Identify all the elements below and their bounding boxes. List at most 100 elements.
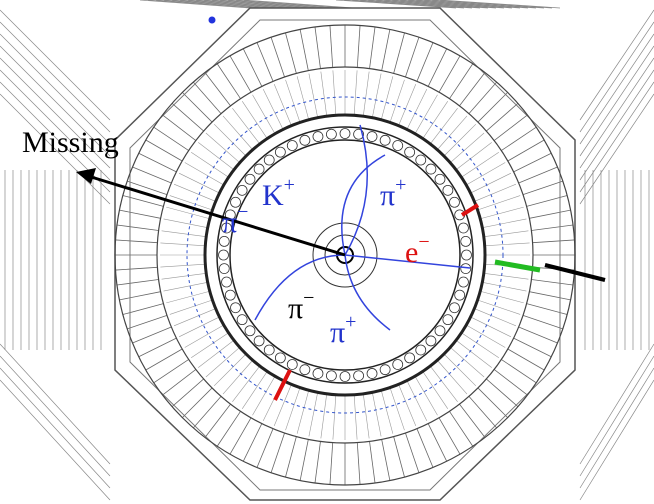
segment <box>450 133 484 163</box>
segment <box>198 340 234 367</box>
cell <box>416 345 426 355</box>
segment <box>185 163 224 186</box>
segment <box>243 424 262 462</box>
cell <box>461 236 471 246</box>
segment <box>185 325 224 348</box>
segment <box>119 210 160 218</box>
segment <box>456 142 492 169</box>
symbol: π <box>288 292 303 325</box>
particle-label: π− <box>288 287 314 325</box>
segment <box>193 396 221 428</box>
segment <box>297 390 309 433</box>
segment <box>214 124 246 156</box>
segment <box>242 101 267 138</box>
segment <box>115 267 157 270</box>
segment <box>182 388 212 418</box>
cell <box>449 197 459 207</box>
cell <box>222 277 232 287</box>
segment <box>469 396 497 428</box>
segment <box>146 349 182 370</box>
segment <box>439 56 460 92</box>
segment <box>519 327 558 343</box>
cell <box>264 345 274 355</box>
segment <box>444 354 476 386</box>
cell <box>231 303 241 313</box>
cell <box>326 129 336 139</box>
cell <box>313 368 323 378</box>
track <box>342 155 385 255</box>
cell <box>254 336 264 346</box>
segment <box>437 116 467 150</box>
segment <box>198 142 234 169</box>
segment <box>139 338 177 357</box>
segment <box>466 325 505 348</box>
cell <box>219 250 229 260</box>
cell <box>367 368 377 378</box>
segment <box>193 82 221 114</box>
cell <box>443 185 453 195</box>
segment <box>285 33 296 74</box>
cell <box>426 336 436 346</box>
cell <box>264 155 274 165</box>
segment <box>529 292 570 300</box>
segment <box>357 443 360 485</box>
segment <box>417 43 433 82</box>
segment <box>484 231 529 237</box>
cell <box>449 303 459 313</box>
charge: − <box>237 201 248 223</box>
segment <box>370 27 375 69</box>
cell <box>300 365 310 375</box>
cell <box>380 365 390 375</box>
hatch <box>0 380 110 500</box>
cell <box>219 264 229 274</box>
missing-label: Missing <box>22 126 119 159</box>
segment <box>243 49 262 87</box>
segment <box>523 315 563 329</box>
segment <box>482 282 526 291</box>
hatch <box>580 10 654 120</box>
segment <box>405 433 419 473</box>
cell <box>405 147 415 157</box>
missing-arrow <box>88 176 345 255</box>
charge: + <box>284 174 295 196</box>
segment <box>430 366 457 402</box>
segment <box>166 291 209 303</box>
segment <box>508 349 544 370</box>
segment <box>480 207 523 219</box>
segment <box>527 195 568 206</box>
segment <box>315 27 320 69</box>
segment <box>381 390 393 433</box>
segment <box>405 37 419 77</box>
segment <box>172 379 204 407</box>
segment <box>257 43 273 82</box>
segment <box>527 304 568 315</box>
segment <box>232 366 259 402</box>
segment <box>523 181 563 195</box>
cell <box>275 353 285 363</box>
event-display: Missing π− K+ π+ e− π− π+ <box>0 0 654 504</box>
segment <box>321 394 327 439</box>
hatch <box>0 368 110 488</box>
segment <box>330 443 333 485</box>
segment <box>370 441 375 483</box>
segment <box>285 437 296 478</box>
cell <box>225 290 235 300</box>
segment <box>172 103 204 131</box>
hatch <box>0 22 110 132</box>
segment <box>531 280 573 285</box>
cell <box>340 129 350 139</box>
segment <box>508 140 544 161</box>
cell <box>300 135 310 145</box>
segment <box>119 292 160 300</box>
segment <box>478 92 508 122</box>
symbol: K <box>262 179 284 212</box>
cell <box>393 141 403 151</box>
segment <box>206 347 240 377</box>
hatch <box>0 10 110 120</box>
segment <box>471 317 511 337</box>
segment <box>315 441 320 483</box>
hatch <box>580 70 654 180</box>
segment <box>160 264 205 267</box>
segment <box>531 225 573 230</box>
symbol: π <box>222 206 237 239</box>
